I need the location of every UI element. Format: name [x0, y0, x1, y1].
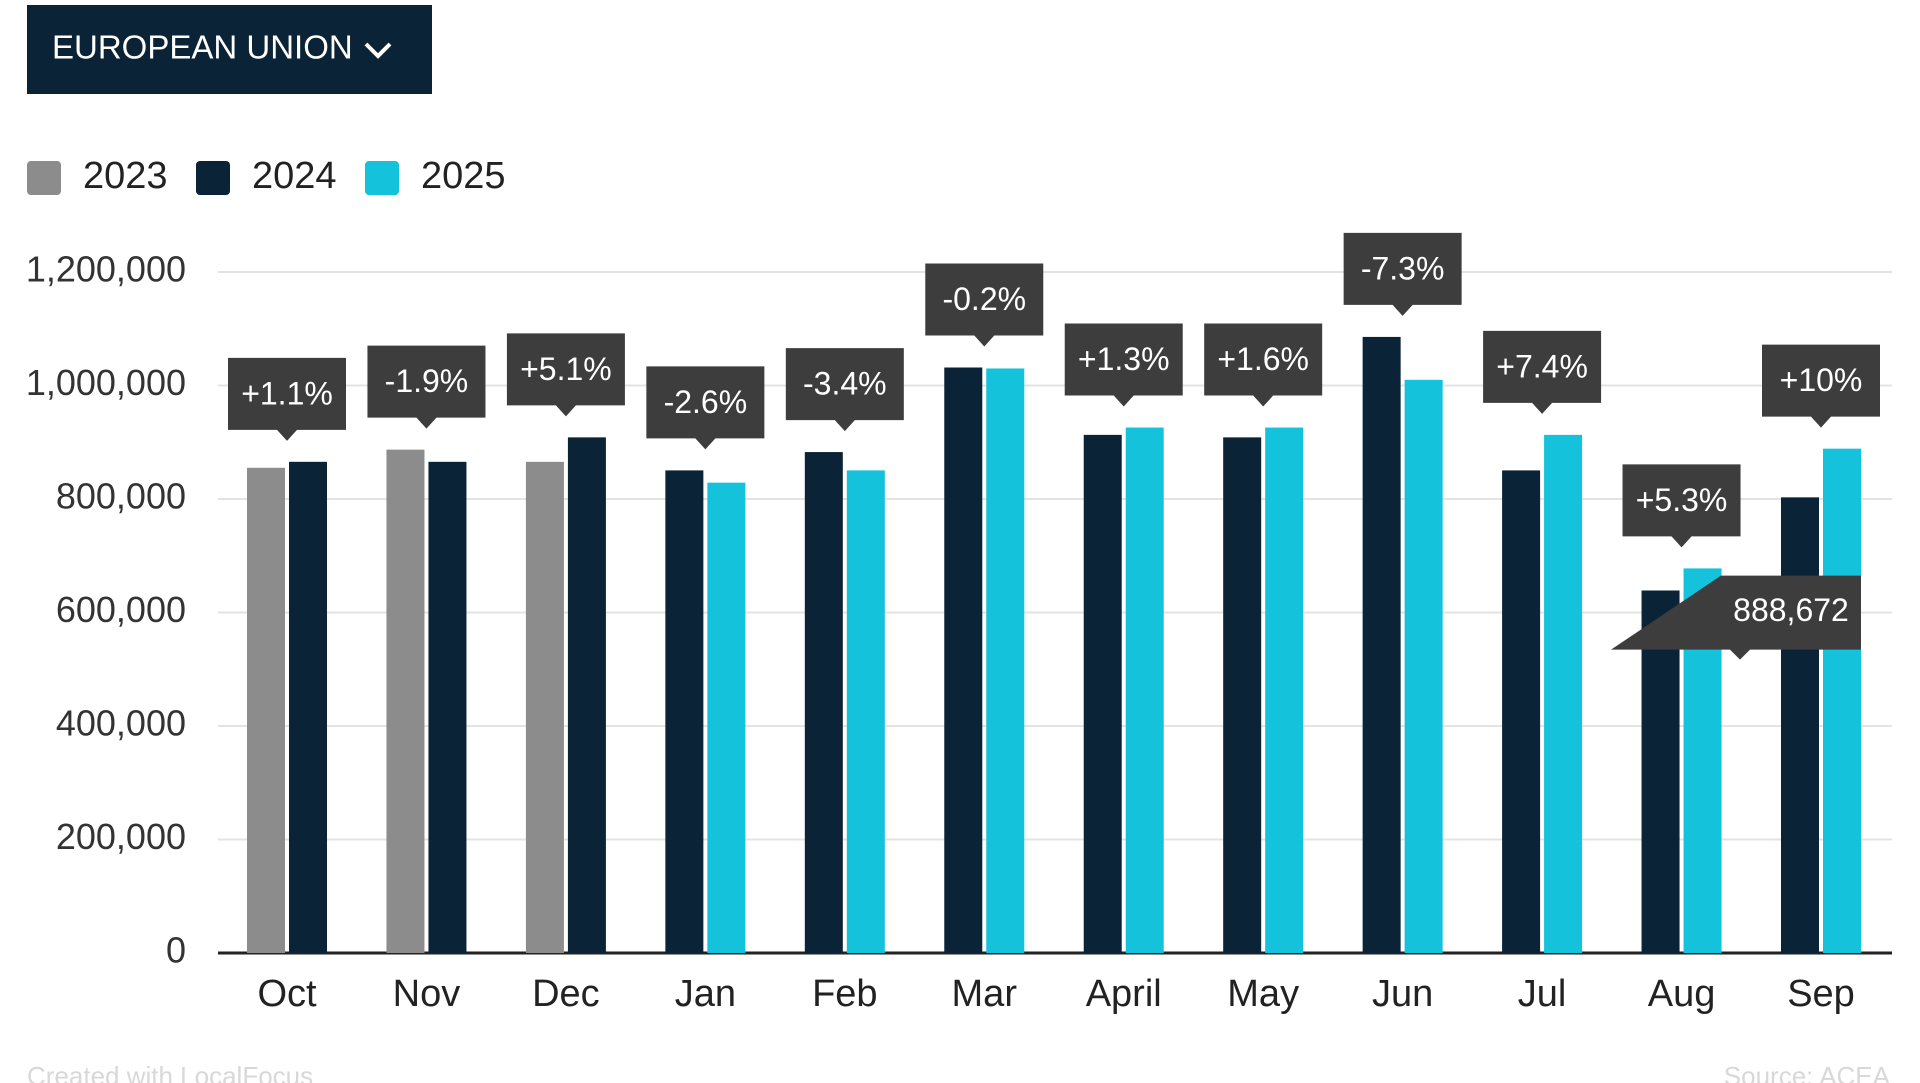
- change-label: +1.3%: [1078, 341, 1170, 377]
- change-label-box: [1622, 464, 1741, 548]
- x-tick-label: Jan: [675, 973, 736, 1015]
- change-label: +1.1%: [241, 375, 333, 411]
- change-label: -3.4%: [803, 366, 887, 402]
- bar: [846, 470, 885, 953]
- y-tick-label: 1,000,000: [26, 362, 186, 403]
- bar: [665, 470, 704, 953]
- change-label: -2.6%: [664, 384, 748, 420]
- legend-swatch: [196, 161, 230, 195]
- x-tick-label: Feb: [812, 973, 877, 1015]
- y-tick-label: 200,000: [56, 816, 186, 857]
- change-label-box: [1483, 330, 1602, 414]
- bar: [1265, 427, 1304, 953]
- legend-swatch: [365, 161, 399, 195]
- footer: Created with LocalFocus: [27, 1061, 313, 1083]
- y-tick-label: 600,000: [56, 589, 186, 630]
- bar: [986, 368, 1025, 954]
- legend-label: 2023: [83, 155, 168, 197]
- bar: [1404, 379, 1443, 953]
- x-tick-label: April: [1086, 973, 1162, 1015]
- bar: [428, 461, 467, 953]
- y-tick-label: 800,000: [56, 476, 186, 517]
- change-label-box: [925, 263, 1044, 347]
- x-tick-label: Jun: [1372, 973, 1433, 1015]
- x-tick-label: Sep: [1787, 973, 1855, 1015]
- change-label-box: [506, 333, 625, 417]
- bar: [386, 449, 425, 953]
- change-label-box: [785, 348, 904, 432]
- bar: [247, 467, 285, 953]
- change-label: +7.4%: [1496, 348, 1588, 384]
- change-label-box: [1204, 323, 1323, 407]
- y-tick-label: 400,000: [56, 703, 186, 744]
- change-label: +1.6%: [1217, 341, 1309, 377]
- x-tick-label: Aug: [1648, 973, 1716, 1015]
- legend-label: 2024: [252, 155, 337, 197]
- y-tick-label: 1,200,000: [26, 249, 186, 290]
- bar: [804, 452, 843, 953]
- change-label: +5.3%: [1636, 482, 1728, 518]
- dropdown-label[interactable]: EUROPEAN UNION: [52, 29, 353, 66]
- x-tick-label: Oct: [257, 973, 317, 1015]
- change-label-box: [367, 345, 486, 429]
- bar: [707, 482, 746, 953]
- dropdown-chevron[interactable]: [364, 42, 392, 59]
- legend-label: 2025: [421, 155, 506, 197]
- legend-swatch: [27, 161, 61, 195]
- bar: [1641, 590, 1680, 953]
- data-label: 888,672: [1733, 592, 1849, 628]
- x-tick-label: Mar: [952, 973, 1018, 1015]
- region-dropdown[interactable]: [27, 5, 432, 94]
- bar: [289, 461, 327, 953]
- bar: [944, 367, 983, 953]
- bar: [525, 461, 564, 953]
- bar: [1125, 427, 1164, 953]
- change-label: -1.9%: [385, 363, 469, 399]
- change-label-box: [1762, 344, 1880, 428]
- change-label: -0.2%: [942, 281, 1026, 317]
- change-label: -7.3%: [1361, 250, 1445, 286]
- x-tick-label: May: [1227, 973, 1299, 1015]
- bar: [1823, 448, 1861, 953]
- change-label-box: [646, 366, 765, 450]
- change-label-box: [1064, 323, 1183, 407]
- source: Source: ACEA: [1724, 1061, 1891, 1083]
- bar: [1362, 336, 1401, 953]
- x-tick-label: Dec: [532, 973, 600, 1015]
- change-label: +5.1%: [520, 351, 612, 387]
- bar: [1502, 470, 1541, 953]
- change-label: +10%: [1780, 362, 1863, 398]
- bar: [1223, 437, 1262, 953]
- change-label-box: [228, 357, 346, 441]
- x-tick-label: Jul: [1518, 973, 1567, 1015]
- tooltip-box: [1611, 575, 1861, 660]
- bar: [567, 437, 606, 953]
- bar: [1781, 497, 1819, 953]
- bar: [1083, 434, 1122, 953]
- bar: [1544, 434, 1583, 953]
- x-tick-label: Nov: [393, 973, 461, 1015]
- y-tick-label: 0: [166, 930, 186, 971]
- change-label-box: [1343, 232, 1462, 316]
